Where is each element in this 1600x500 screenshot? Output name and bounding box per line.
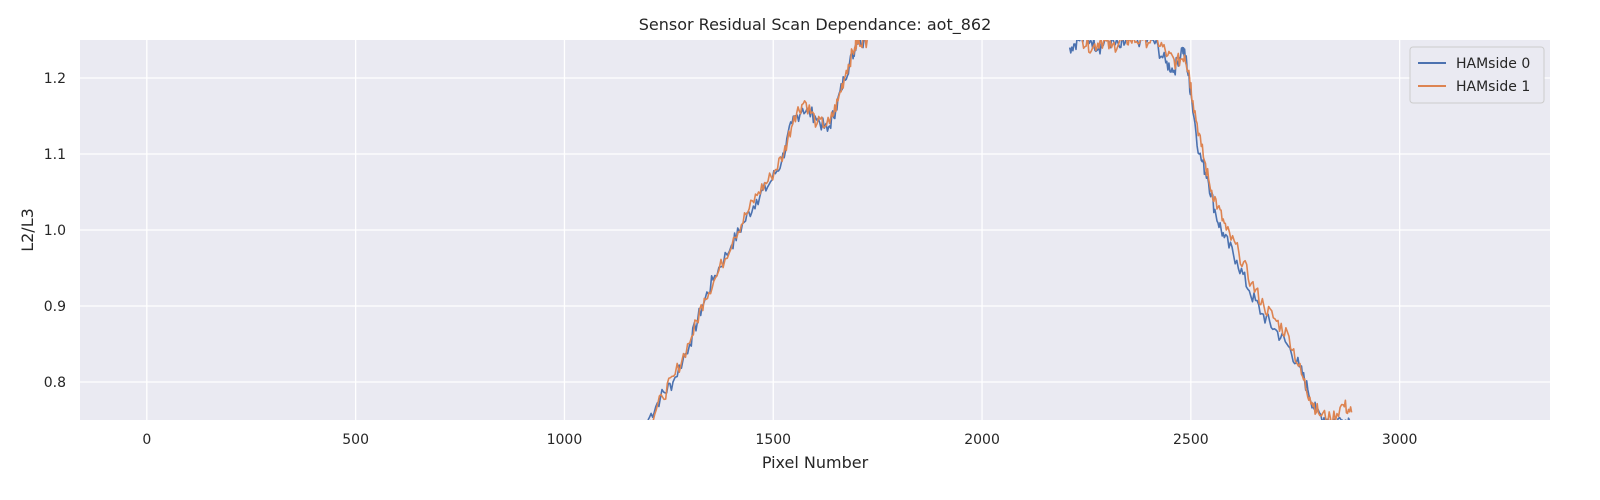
x-tick-label: 1500 <box>755 432 791 448</box>
y-tick-label: 1.1 <box>44 147 66 163</box>
series-line-hamside-0 <box>1068 40 1351 420</box>
legend-label: HAMside 1 <box>1456 79 1530 95</box>
tick-labels: 0 500 1000 1500 2000 2500 3000 0.8 0.9 1.0 1.1 1.2 <box>44 71 1418 448</box>
x-tick-label: 2000 <box>964 432 1000 448</box>
grid-lines <box>80 40 1550 420</box>
legend-label: HAMside 0 <box>1456 56 1530 72</box>
chart-title: Sensor Residual Scan Dependance: aot_862 <box>639 15 992 35</box>
y-tick-label: 0.8 <box>44 375 66 391</box>
x-axis-label: Pixel Number <box>762 453 869 472</box>
y-axis-label: L2/L3 <box>18 208 37 252</box>
x-tick-label: 0 <box>142 432 151 448</box>
series-line-hamside-1 <box>650 40 868 420</box>
x-tick-label: 2500 <box>1173 432 1209 448</box>
legend-box <box>1409 46 1545 104</box>
x-tick-label: 1000 <box>547 432 583 448</box>
legend-items: HAMside 0 HAMside 1 <box>1418 56 1530 95</box>
x-tick-label: 500 <box>342 432 369 448</box>
y-tick-label: 1.0 <box>44 223 66 239</box>
series-line-hamside-0 <box>647 40 866 420</box>
series-layer <box>647 40 1353 420</box>
legend: HAMside 0 HAMside 1 <box>1409 46 1545 104</box>
y-tick-label: 0.9 <box>44 299 66 315</box>
x-tick-label: 3000 <box>1382 432 1418 448</box>
series-line-hamside-1 <box>1081 40 1353 420</box>
y-tick-label: 1.2 <box>44 71 66 87</box>
